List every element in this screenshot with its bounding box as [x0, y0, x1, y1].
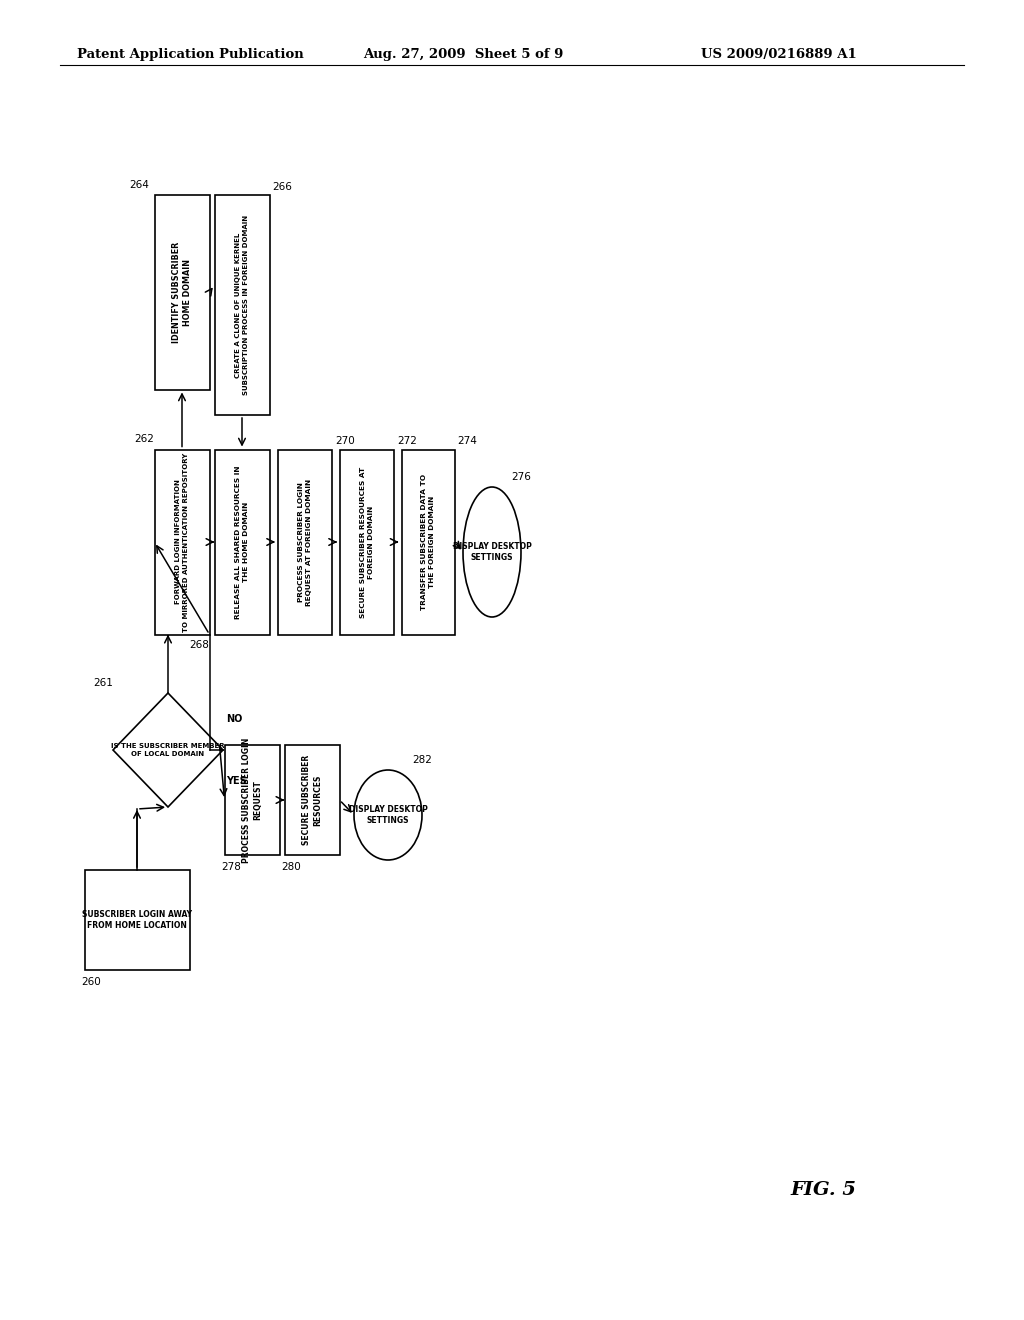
Text: 260: 260	[82, 977, 101, 987]
Text: PROCESS SUBSCRIBER LOGIN
REQUEST: PROCESS SUBSCRIBER LOGIN REQUEST	[242, 738, 262, 863]
Text: 280: 280	[282, 862, 301, 873]
Text: 282: 282	[412, 755, 432, 766]
Polygon shape	[113, 693, 223, 807]
Text: SECURE SUBSCRIBER
RESOURCES: SECURE SUBSCRIBER RESOURCES	[302, 755, 323, 845]
FancyBboxPatch shape	[340, 450, 394, 635]
Text: DISPLAY DESKTOP
SETTINGS: DISPLAY DESKTOP SETTINGS	[453, 543, 531, 562]
Text: Aug. 27, 2009  Sheet 5 of 9: Aug. 27, 2009 Sheet 5 of 9	[364, 48, 564, 61]
Text: NO: NO	[226, 714, 243, 723]
Text: IDENTIFY SUBSCRIBER
HOME DOMAIN: IDENTIFY SUBSCRIBER HOME DOMAIN	[172, 242, 193, 343]
Ellipse shape	[354, 770, 422, 861]
Text: 264: 264	[129, 180, 150, 190]
Text: FORWARD LOGIN INFORMATION
TO MIRRORED AUTHENTICATION REPOSITORY: FORWARD LOGIN INFORMATION TO MIRRORED AU…	[175, 453, 188, 632]
Text: IS THE SUBSCRIBER MEMBER
OF LOCAL DOMAIN: IS THE SUBSCRIBER MEMBER OF LOCAL DOMAIN	[112, 743, 225, 756]
Text: 274: 274	[458, 437, 477, 446]
Text: PROCESS SUBSCRIBER LOGIN
REQUEST AT FOREIGN DOMAIN: PROCESS SUBSCRIBER LOGIN REQUEST AT FORE…	[298, 478, 311, 606]
Text: 268: 268	[189, 639, 209, 649]
Text: SECURE SUBSCRIBER RESOURCES AT
FOREIGN DOMAIN: SECURE SUBSCRIBER RESOURCES AT FOREIGN D…	[360, 466, 374, 618]
Text: FIG. 5: FIG. 5	[790, 1181, 856, 1199]
FancyBboxPatch shape	[224, 744, 280, 855]
Text: Patent Application Publication: Patent Application Publication	[77, 48, 303, 61]
Text: 272: 272	[397, 437, 417, 446]
FancyBboxPatch shape	[155, 194, 210, 389]
FancyBboxPatch shape	[214, 450, 269, 635]
Text: TRANSFER SUBSCRIBER DATA TO
THE FOREIGN DOMAIN: TRANSFER SUBSCRIBER DATA TO THE FOREIGN …	[421, 474, 435, 610]
Text: 276: 276	[511, 473, 530, 482]
Ellipse shape	[463, 487, 521, 616]
Text: SUBSCRIBER LOGIN AWAY
FROM HOME LOCATION: SUBSCRIBER LOGIN AWAY FROM HOME LOCATION	[82, 909, 193, 931]
FancyBboxPatch shape	[85, 870, 189, 970]
FancyBboxPatch shape	[278, 450, 332, 635]
Text: 262: 262	[134, 434, 155, 445]
Text: 278: 278	[221, 862, 242, 873]
FancyBboxPatch shape	[401, 450, 455, 635]
FancyBboxPatch shape	[214, 195, 269, 414]
FancyBboxPatch shape	[285, 744, 340, 855]
Text: DISPLAY DESKTOP
SETTINGS: DISPLAY DESKTOP SETTINGS	[348, 805, 427, 825]
Text: 270: 270	[335, 437, 354, 446]
FancyBboxPatch shape	[155, 450, 210, 635]
Text: US 2009/0216889 A1: US 2009/0216889 A1	[701, 48, 857, 61]
Text: 266: 266	[272, 182, 293, 191]
Text: 261: 261	[93, 678, 113, 688]
Text: RELEASE ALL SHARED RESOURCES IN
THE HOME DOMAIN: RELEASE ALL SHARED RESOURCES IN THE HOME…	[236, 465, 249, 619]
Text: YES: YES	[226, 776, 247, 785]
Text: CREATE A CLONE OF UNIQUE KERNEL
SUBSCRIPTION PROCESS IN FOREIGN DOMAIN: CREATE A CLONE OF UNIQUE KERNEL SUBSCRIP…	[236, 215, 249, 395]
